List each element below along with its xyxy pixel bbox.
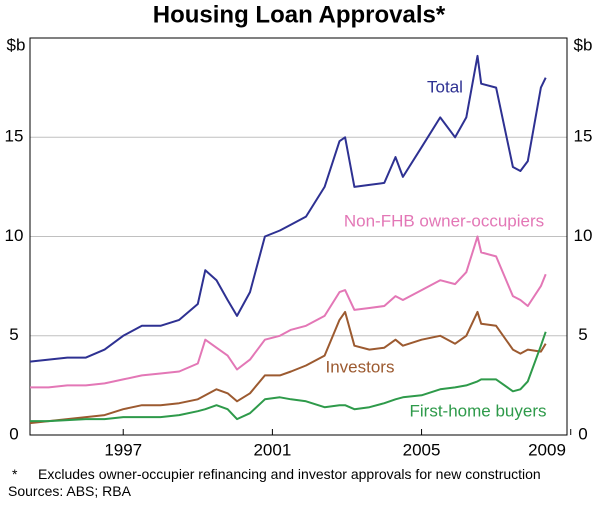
series-label: First-home buyers xyxy=(410,401,547,420)
footnote-text: Excludes owner-occupier refinancing and … xyxy=(38,466,541,482)
series-label: Total xyxy=(427,77,463,96)
y2-tick-label: 0 xyxy=(578,424,587,443)
y-tick-label: 5 xyxy=(9,325,18,344)
notes: * Excludes owner-occupier refinancing and… xyxy=(8,466,568,500)
x-tick-label: 2005 xyxy=(403,440,441,459)
y-tick-label: 15 xyxy=(5,127,24,146)
x-tick-label: 2009 xyxy=(528,440,566,459)
chart-title: Housing Loan Approvals* xyxy=(153,1,446,28)
x-tick-label: 2001 xyxy=(253,440,291,459)
footnote: * Excludes owner-occupier refinancing and… xyxy=(8,466,568,483)
y2-tick-label: 15 xyxy=(574,127,593,146)
y2-axis-label: $b xyxy=(574,35,593,54)
series-label: Investors xyxy=(326,357,395,376)
series-line xyxy=(30,235,547,389)
series-label: Non-FHB owner-occupiers xyxy=(344,211,544,230)
footnote-marker: * xyxy=(12,466,18,482)
sources: Sources: ABS; RBA xyxy=(8,483,131,499)
y2-tick-label: 5 xyxy=(578,325,587,344)
y2-tick-label: 10 xyxy=(574,226,593,245)
chart: Housing Loan Approvals* $b $b 0 5 10 15 0 5 10… xyxy=(5,1,593,459)
plot-frame xyxy=(29,37,568,436)
y-tick-label: 10 xyxy=(5,226,24,245)
series-line xyxy=(29,310,547,425)
series-line xyxy=(29,54,547,363)
x-tick-label: 1997 xyxy=(104,440,142,459)
y-tick-label: 0 xyxy=(9,424,18,443)
y-axis-label: $b xyxy=(7,35,26,54)
series-line xyxy=(30,331,547,423)
